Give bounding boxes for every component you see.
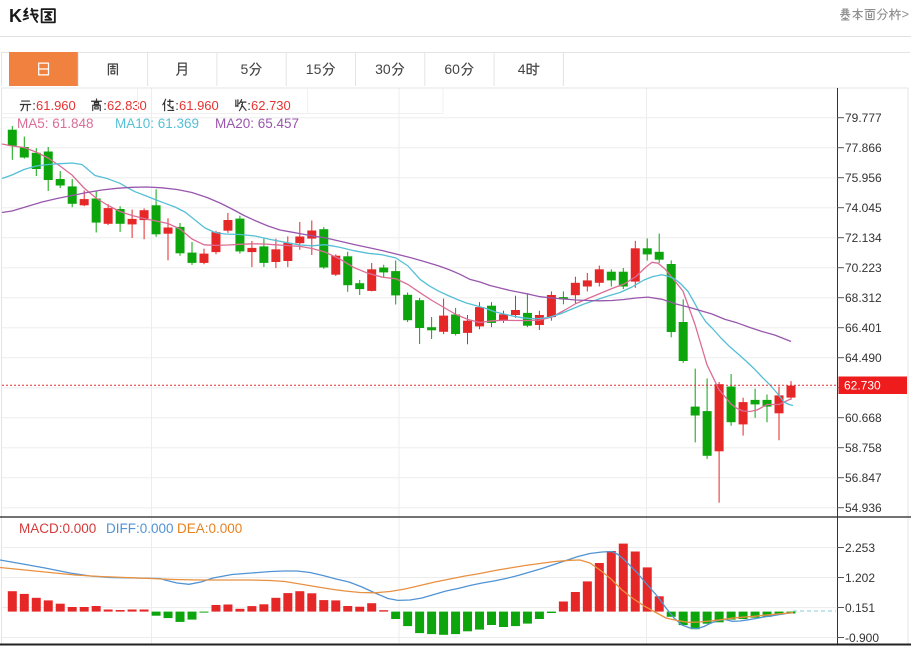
svg-text:58.758: 58.758 — [845, 441, 882, 455]
svg-text::: : — [103, 98, 107, 113]
svg-text:62.730: 62.730 — [844, 379, 881, 393]
svg-text:30: 30 — [375, 61, 391, 77]
svg-text:DIFF:0.000: DIFF:0.000 — [106, 521, 174, 536]
svg-text:61.960: 61.960 — [36, 98, 76, 113]
svg-text:0.151: 0.151 — [845, 601, 875, 615]
svg-text:K: K — [9, 6, 22, 26]
svg-text:64.490: 64.490 — [845, 351, 882, 365]
svg-text:72.134: 72.134 — [845, 231, 882, 245]
svg-text:56.847: 56.847 — [845, 471, 882, 485]
svg-text:75.956: 75.956 — [845, 171, 882, 185]
svg-text::: : — [247, 98, 251, 113]
svg-text:4: 4 — [518, 61, 526, 77]
svg-text:60.668: 60.668 — [845, 411, 882, 425]
svg-text:66.401: 66.401 — [845, 321, 882, 335]
svg-text:77.866: 77.866 — [845, 141, 882, 155]
svg-text:68.312: 68.312 — [845, 291, 882, 305]
svg-text:2.253: 2.253 — [845, 541, 875, 555]
svg-text:79.777: 79.777 — [845, 111, 882, 125]
svg-text:MA20: 65.457: MA20: 65.457 — [215, 116, 299, 131]
svg-text:70.223: 70.223 — [845, 261, 882, 275]
svg-text::: : — [32, 98, 36, 113]
svg-text:MA10: 61.369: MA10: 61.369 — [115, 116, 199, 131]
svg-text:15: 15 — [306, 61, 322, 77]
svg-text:MACD:0.000: MACD:0.000 — [19, 521, 96, 536]
svg-text:62.830: 62.830 — [107, 98, 147, 113]
svg-text:60: 60 — [444, 61, 460, 77]
svg-text:62.730: 62.730 — [251, 98, 291, 113]
svg-text:MA5: 61.848: MA5: 61.848 — [17, 116, 94, 131]
svg-text:-0.900: -0.900 — [845, 631, 879, 645]
svg-text:54.936: 54.936 — [845, 501, 882, 515]
svg-text:61.960: 61.960 — [179, 98, 219, 113]
svg-text:DEA:0.000: DEA:0.000 — [177, 521, 242, 536]
svg-text:74.045: 74.045 — [845, 201, 882, 215]
svg-text:5: 5 — [241, 61, 249, 77]
svg-text::: : — [175, 98, 179, 113]
svg-text:1.202: 1.202 — [845, 571, 875, 585]
svg-text:>: > — [902, 7, 910, 22]
